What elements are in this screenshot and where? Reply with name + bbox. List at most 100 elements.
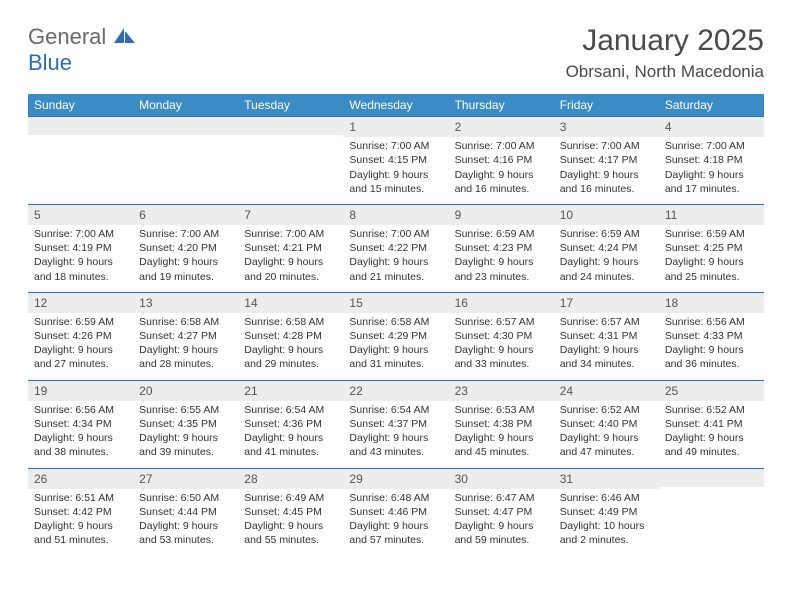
calendar-week: 26Sunrise: 6:51 AMSunset: 4:42 PMDayligh… — [28, 468, 764, 555]
day-number: 30 — [449, 469, 554, 489]
day-number: 11 — [659, 205, 764, 225]
day-number: 21 — [238, 381, 343, 401]
day-body: Sunrise: 6:48 AMSunset: 4:46 PMDaylight:… — [343, 489, 448, 556]
sunrise-line: Sunrise: 6:52 AM — [665, 403, 758, 417]
day-number: 26 — [28, 469, 133, 489]
day-cell: 14Sunrise: 6:58 AMSunset: 4:28 PMDayligh… — [238, 292, 343, 380]
day-cell: 26Sunrise: 6:51 AMSunset: 4:42 PMDayligh… — [28, 468, 133, 555]
day-number: 13 — [133, 293, 238, 313]
day-cell: 6Sunrise: 7:00 AMSunset: 4:20 PMDaylight… — [133, 204, 238, 292]
sunrise-line: Sunrise: 6:59 AM — [665, 227, 758, 241]
sunrise-line: Sunrise: 6:56 AM — [665, 315, 758, 329]
day-cell: 12Sunrise: 6:59 AMSunset: 4:26 PMDayligh… — [28, 292, 133, 380]
day-body: Sunrise: 7:00 AMSunset: 4:17 PMDaylight:… — [554, 137, 659, 204]
sunrise-line: Sunrise: 6:47 AM — [455, 491, 548, 505]
day-number: 9 — [449, 205, 554, 225]
day-cell: 4Sunrise: 7:00 AMSunset: 4:18 PMDaylight… — [659, 117, 764, 205]
day-number — [28, 117, 133, 135]
sunset-line: Sunset: 4:24 PM — [560, 241, 653, 255]
sunrise-line: Sunrise: 7:00 AM — [34, 227, 127, 241]
day-number: 4 — [659, 117, 764, 137]
day-number — [659, 469, 764, 487]
day-body: Sunrise: 6:55 AMSunset: 4:35 PMDaylight:… — [133, 401, 238, 468]
day-body: Sunrise: 6:58 AMSunset: 4:27 PMDaylight:… — [133, 313, 238, 380]
day-number: 24 — [554, 381, 659, 401]
sunrise-line: Sunrise: 6:53 AM — [455, 403, 548, 417]
day-number — [238, 117, 343, 135]
daylight-line: Daylight: 9 hours and 31 minutes. — [349, 343, 442, 371]
day-cell: 31Sunrise: 6:46 AMSunset: 4:49 PMDayligh… — [554, 468, 659, 555]
sunrise-line: Sunrise: 7:00 AM — [349, 139, 442, 153]
day-body — [28, 135, 133, 197]
sunrise-line: Sunrise: 7:00 AM — [455, 139, 548, 153]
day-number: 14 — [238, 293, 343, 313]
sunrise-line: Sunrise: 6:59 AM — [455, 227, 548, 241]
calendar-page: General Blue January 2025 Obrsani, North… — [0, 0, 792, 579]
day-number: 7 — [238, 205, 343, 225]
sunrise-line: Sunrise: 7:00 AM — [349, 227, 442, 241]
day-cell: 17Sunrise: 6:57 AMSunset: 4:31 PMDayligh… — [554, 292, 659, 380]
logo-text: General Blue — [28, 24, 136, 76]
weekday-header: Monday — [133, 94, 238, 117]
daylight-line: Daylight: 9 hours and 19 minutes. — [139, 255, 232, 283]
sunrise-line: Sunrise: 7:00 AM — [244, 227, 337, 241]
day-body: Sunrise: 6:50 AMSunset: 4:44 PMDaylight:… — [133, 489, 238, 556]
day-cell: 30 Sunrise: 6:47 AMSunset: 4:47 PMDayligh… — [449, 468, 554, 555]
day-number: 31 — [554, 469, 659, 489]
sunset-line: Sunset: 4:45 PM — [244, 505, 337, 519]
month-title: January 2025 — [566, 24, 764, 58]
day-number: 25 — [659, 381, 764, 401]
sunset-line: Sunset: 4:47 PM — [455, 505, 548, 519]
sunset-line: Sunset: 4:42 PM — [34, 505, 127, 519]
day-number: 29 — [343, 469, 448, 489]
sunset-line: Sunset: 4:33 PM — [665, 329, 758, 343]
calendar-week: 1Sunrise: 7:00 AMSunset: 4:15 PMDaylight… — [28, 117, 764, 205]
sunset-line: Sunset: 4:19 PM — [34, 241, 127, 255]
day-cell — [28, 117, 133, 205]
day-number: 20 — [133, 381, 238, 401]
sunrise-line: Sunrise: 6:59 AM — [560, 227, 653, 241]
logo-word2: Blue — [28, 50, 72, 75]
day-body: Sunrise: 6:56 AMSunset: 4:33 PMDaylight:… — [659, 313, 764, 380]
header: General Blue January 2025 Obrsani, North… — [28, 24, 764, 82]
calendar-week: 5Sunrise: 7:00 AMSunset: 4:19 PMDaylight… — [28, 204, 764, 292]
sunset-line: Sunset: 4:18 PM — [665, 153, 758, 167]
daylight-line: Daylight: 9 hours and 33 minutes. — [455, 343, 548, 371]
day-number: 27 — [133, 469, 238, 489]
day-cell: 21Sunrise: 6:54 AMSunset: 4:36 PMDayligh… — [238, 380, 343, 468]
sunset-line: Sunset: 4:25 PM — [665, 241, 758, 255]
weekday-row: Sunday Monday Tuesday Wednesday Thursday… — [28, 94, 764, 117]
day-body: Sunrise: 6:52 AMSunset: 4:41 PMDaylight:… — [659, 401, 764, 468]
day-body: Sunrise: 6:59 AMSunset: 4:26 PMDaylight:… — [28, 313, 133, 380]
day-cell: 2Sunrise: 7:00 AMSunset: 4:16 PMDaylight… — [449, 117, 554, 205]
sunrise-line: Sunrise: 6:55 AM — [139, 403, 232, 417]
day-number: 19 — [28, 381, 133, 401]
day-cell: 19Sunrise: 6:56 AMSunset: 4:34 PMDayligh… — [28, 380, 133, 468]
daylight-line: Daylight: 9 hours and 51 minutes. — [34, 519, 127, 547]
sunset-line: Sunset: 4:49 PM — [560, 505, 653, 519]
day-body: Sunrise: 7:00 AMSunset: 4:22 PMDaylight:… — [343, 225, 448, 292]
sunrise-line: Sunrise: 6:49 AM — [244, 491, 337, 505]
day-cell: 10Sunrise: 6:59 AMSunset: 4:24 PMDayligh… — [554, 204, 659, 292]
day-cell: 24Sunrise: 6:52 AMSunset: 4:40 PMDayligh… — [554, 380, 659, 468]
day-cell: 3Sunrise: 7:00 AMSunset: 4:17 PMDaylight… — [554, 117, 659, 205]
sunset-line: Sunset: 4:30 PM — [455, 329, 548, 343]
day-body: Sunrise: 6:46 AMSunset: 4:49 PMDaylight:… — [554, 489, 659, 556]
daylight-line: Daylight: 9 hours and 49 minutes. — [665, 431, 758, 459]
day-body: Sunrise: 6:56 AMSunset: 4:34 PMDaylight:… — [28, 401, 133, 468]
daylight-line: Daylight: 9 hours and 38 minutes. — [34, 431, 127, 459]
logo: General Blue — [28, 24, 136, 76]
daylight-line: Daylight: 9 hours and 59 minutes. — [455, 519, 548, 547]
daylight-line: Daylight: 9 hours and 27 minutes. — [34, 343, 127, 371]
sunrise-line: Sunrise: 6:51 AM — [34, 491, 127, 505]
day-number: 3 — [554, 117, 659, 137]
daylight-line: Daylight: 9 hours and 16 minutes. — [455, 168, 548, 196]
day-cell: 22Sunrise: 6:54 AMSunset: 4:37 PMDayligh… — [343, 380, 448, 468]
daylight-line: Daylight: 9 hours and 45 minutes. — [455, 431, 548, 459]
sunrise-line: Sunrise: 6:56 AM — [34, 403, 127, 417]
day-number: 16 — [449, 293, 554, 313]
day-number: 23 — [449, 381, 554, 401]
day-body: Sunrise: 6:51 AMSunset: 4:42 PMDaylight:… — [28, 489, 133, 556]
daylight-line: Daylight: 9 hours and 34 minutes. — [560, 343, 653, 371]
day-number: 12 — [28, 293, 133, 313]
